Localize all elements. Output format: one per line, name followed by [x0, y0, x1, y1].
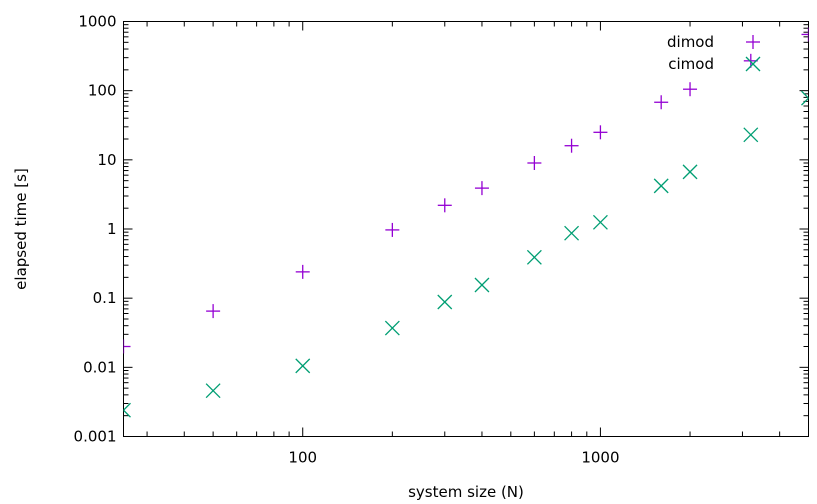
y-tick-label: 10: [97, 151, 116, 169]
tick-labels: 0.001 0.01 0.1 1 10 100 1000 100 1000: [74, 13, 620, 467]
dimod-point: [437, 198, 452, 213]
legend-label-cimod: cimod: [668, 55, 714, 73]
legend-marker-cimod: [745, 56, 761, 72]
plot-frame: [123, 21, 809, 437]
dimod-point: [474, 181, 489, 196]
cimod-point: [295, 358, 311, 374]
cimod-point: [123, 402, 131, 418]
cimod-point: [564, 225, 580, 241]
x-tick-label: 1000: [581, 449, 619, 467]
cimod-point: [384, 320, 400, 336]
plot-border: [123, 21, 809, 437]
x-tick-label: 100: [288, 449, 317, 467]
y-tick-label: 100: [88, 82, 117, 100]
dimod-point: [801, 27, 809, 42]
y-tick-label: 0.001: [74, 428, 117, 446]
cimod-point: [743, 127, 759, 143]
legend: dimod cimod: [667, 33, 761, 73]
data-points: [123, 27, 809, 418]
series-dimod: [123, 27, 809, 354]
dimod-point: [654, 95, 669, 110]
cimod-point: [437, 294, 453, 310]
dimod-point: [683, 82, 698, 97]
dimod-point: [593, 125, 608, 140]
y-tick-label: 1: [107, 220, 117, 238]
cimod-point: [801, 90, 809, 106]
legend-marker-dimod: [746, 35, 760, 49]
y-tick-label: 0.01: [83, 358, 116, 376]
dimod-point: [385, 222, 400, 237]
dimod-point: [295, 264, 310, 279]
y-tick-label: 1000: [78, 13, 116, 31]
cimod-point: [653, 178, 669, 194]
dimod-point: [527, 155, 542, 170]
y-axis-label: elapsed time [s]: [12, 168, 30, 290]
series-cimod: [123, 90, 809, 418]
axis-ticks: [123, 21, 809, 437]
x-axis-label: system size (N): [408, 483, 524, 501]
dimod-point: [206, 304, 221, 319]
y-tick-label: 0.1: [93, 289, 117, 307]
cimod-point: [682, 164, 698, 180]
cimod-point: [592, 214, 608, 230]
dimod-point: [123, 339, 131, 354]
legend-label-dimod: dimod: [667, 33, 714, 51]
cimod-point: [205, 383, 221, 399]
dimod-point: [564, 138, 579, 153]
cimod-point: [474, 277, 490, 293]
cimod-point: [526, 249, 542, 265]
